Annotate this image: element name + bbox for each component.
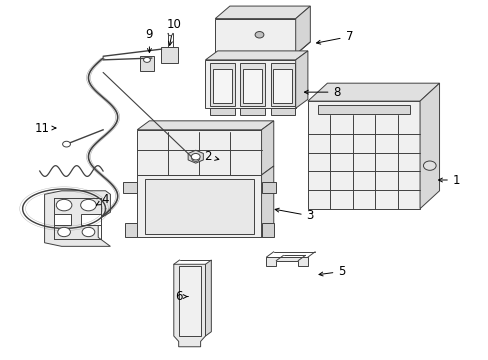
Bar	[212, 69, 232, 103]
Polygon shape	[270, 108, 294, 116]
Circle shape	[62, 141, 70, 147]
Polygon shape	[261, 166, 273, 237]
Circle shape	[191, 156, 199, 161]
Circle shape	[81, 199, 96, 211]
Polygon shape	[261, 121, 273, 175]
Polygon shape	[205, 260, 211, 336]
Polygon shape	[240, 108, 264, 116]
Text: 1: 1	[438, 174, 459, 186]
Polygon shape	[137, 121, 273, 130]
Bar	[317, 105, 409, 114]
Text: 6: 6	[175, 290, 187, 303]
Bar	[178, 266, 200, 336]
Polygon shape	[419, 83, 439, 209]
Text: 4: 4	[96, 193, 109, 206]
Polygon shape	[307, 101, 419, 209]
Polygon shape	[137, 175, 261, 237]
Polygon shape	[137, 130, 261, 175]
Text: 9: 9	[145, 28, 153, 53]
Polygon shape	[44, 191, 110, 246]
Bar	[144, 179, 254, 234]
Polygon shape	[261, 182, 276, 193]
Circle shape	[56, 199, 72, 211]
Polygon shape	[215, 19, 295, 54]
Circle shape	[191, 153, 200, 160]
Text: 11: 11	[35, 122, 56, 135]
Polygon shape	[173, 264, 205, 347]
Polygon shape	[81, 214, 101, 225]
Polygon shape	[266, 257, 307, 266]
Polygon shape	[160, 47, 177, 63]
Circle shape	[143, 57, 150, 62]
Circle shape	[423, 161, 435, 170]
Polygon shape	[54, 214, 71, 225]
Text: 10: 10	[166, 18, 181, 45]
Polygon shape	[205, 51, 307, 60]
Polygon shape	[295, 51, 307, 108]
Polygon shape	[307, 83, 439, 101]
Polygon shape	[125, 223, 137, 237]
Bar	[210, 63, 234, 107]
Text: 8: 8	[304, 86, 340, 99]
Bar	[243, 69, 262, 103]
Circle shape	[82, 227, 95, 237]
Bar	[240, 63, 264, 107]
Bar	[270, 63, 294, 107]
Text: 5: 5	[318, 265, 345, 278]
Text: 7: 7	[316, 30, 352, 44]
Polygon shape	[295, 6, 310, 54]
Polygon shape	[188, 150, 203, 163]
Polygon shape	[122, 182, 137, 193]
Polygon shape	[140, 56, 154, 71]
Circle shape	[58, 227, 70, 237]
Polygon shape	[261, 223, 273, 237]
Polygon shape	[205, 60, 295, 108]
Polygon shape	[215, 6, 310, 19]
Circle shape	[255, 32, 264, 38]
Bar	[272, 69, 292, 103]
Text: 3: 3	[275, 208, 313, 222]
Polygon shape	[210, 108, 234, 116]
Text: 2: 2	[204, 150, 218, 163]
